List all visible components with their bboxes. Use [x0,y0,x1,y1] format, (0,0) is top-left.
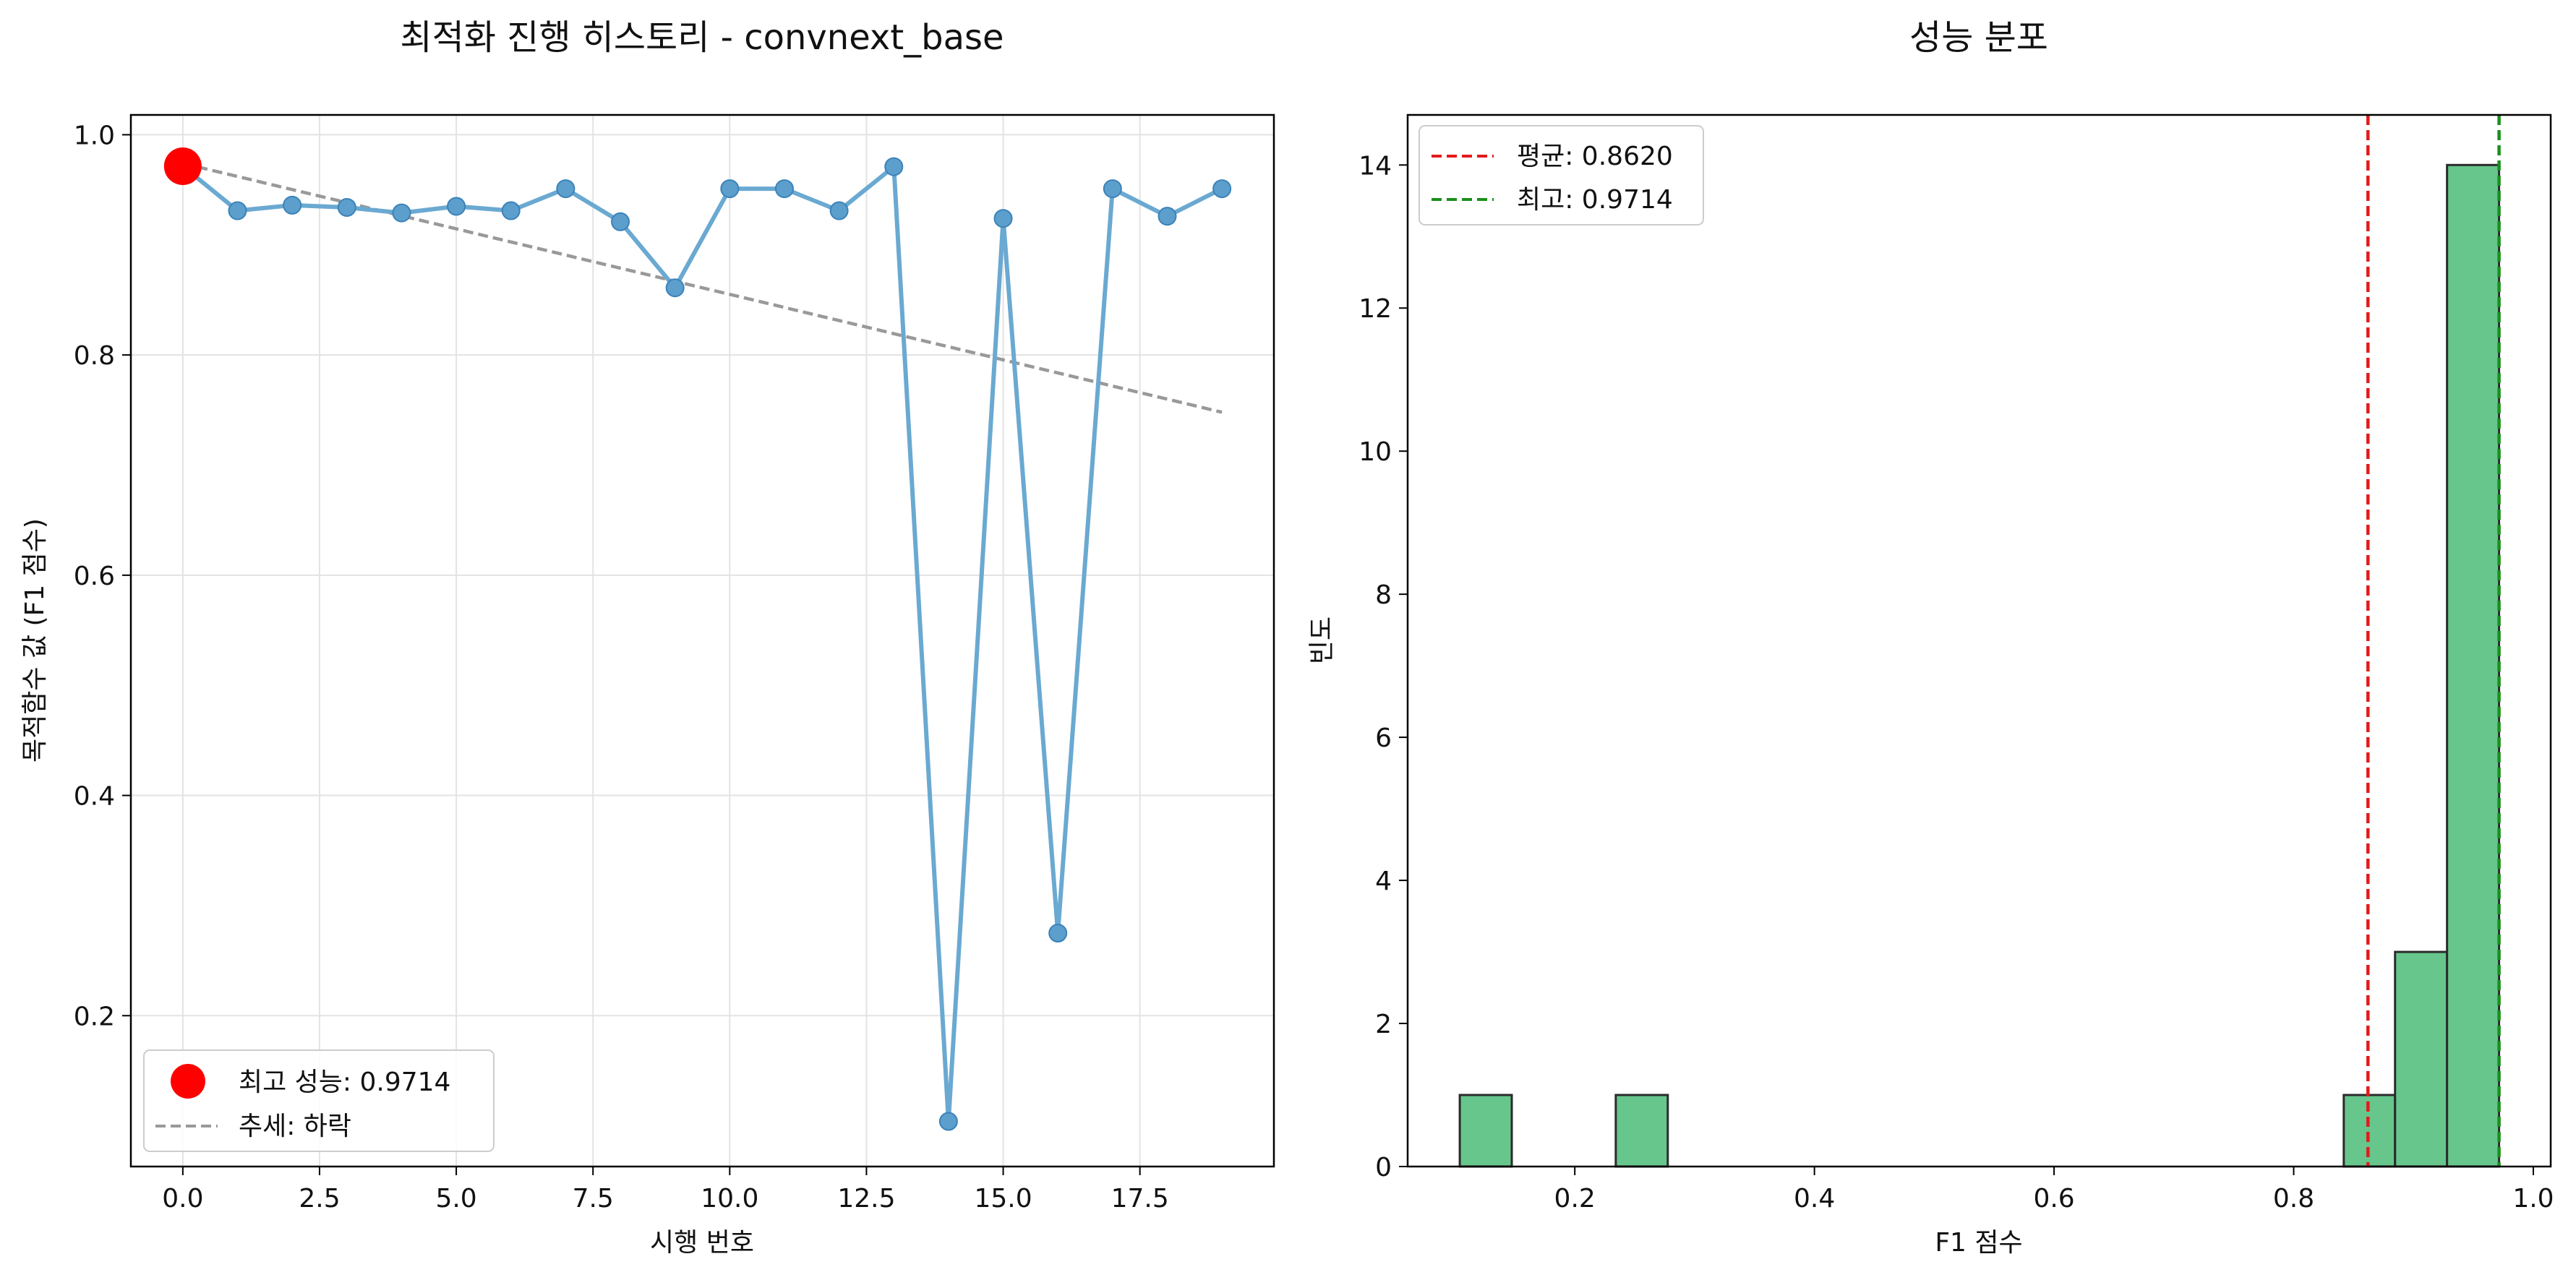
trial-point [447,197,466,216]
trial-point [665,278,685,298]
history-chart-marks [163,147,1232,1131]
history-chart-y-ticks: 0.2 0.4 0.6 0.8 1.0 [74,121,131,1031]
distribution-chart-x-label: F1 점수 [1935,1228,2022,1258]
trial-point [829,201,849,220]
x-tick-label: 5.0 [435,1184,476,1214]
trial-point [720,179,740,199]
trial-point [1212,179,1232,199]
x-tick-label: 15.0 [974,1184,1032,1214]
history-legend-box [143,1049,495,1152]
distribution-chart-title: 성능 분포 [1909,17,2048,58]
legend-trend-label: 추세: 하락 [239,1112,351,1141]
y-tick-label: 8 [1375,580,1392,610]
distribution-legend-box [1418,125,1704,225]
x-tick-label: 7.5 [573,1184,614,1214]
distribution-chart-frame [1406,113,2552,1168]
trial-point [1158,207,1177,226]
x-tick-label: 12.5 [837,1184,895,1214]
trend-line [182,161,1223,414]
history-chart-x-ticks: 0.0 2.5 5.0 7.5 10.0 12.5 15.0 17.5 [162,1167,1169,1214]
histogram-bar [1614,1094,1669,1168]
x-tick-label: 17.5 [1111,1184,1169,1214]
distribution-chart-marks [1458,115,2501,1168]
trial-point [392,203,411,223]
y-tick-label: 1.0 [74,121,115,150]
history-chart-grid [131,115,1274,1167]
trial-point [774,179,794,199]
histogram-bar [2394,950,2449,1168]
trial-point [938,1112,958,1131]
history-chart-x-label: 시행 번호 [650,1228,754,1258]
distribution-chart-y-ticks: 0 2 4 6 8 10 12 14 [1358,151,1408,1182]
trial-point [501,201,521,220]
legend-mean-label: 평균: 0.8620 [1517,142,1673,171]
legend-best-score-label: 최고: 0.9714 [1517,185,1673,215]
x-tick-label: 0.0 [162,1184,203,1214]
x-tick-label: 1.0 [2512,1184,2554,1214]
best-point [163,147,202,185]
y-tick-label: 0.8 [74,341,115,371]
trial-point [337,197,356,217]
x-tick-label: 0.6 [2033,1184,2074,1214]
x-tick-label: 0.2 [1554,1184,1596,1214]
histogram-bar [2446,163,2501,1168]
trial-point [884,157,904,176]
y-tick-label: 0.4 [74,782,115,812]
y-tick-label: 6 [1375,723,1392,753]
y-tick-label: 12 [1358,294,1392,324]
history-chart-legend: 최고 성능: 0.9714 추세: 하락 [143,1049,495,1152]
distribution-chart-legend: 평균: 0.8620 최고: 0.9714 [1418,125,1704,225]
y-tick-label: 14 [1358,151,1392,181]
y-tick-label: 0.2 [74,1002,115,1031]
trial-point [228,201,247,220]
y-tick-label: 0.6 [74,562,115,591]
trial-point [556,179,575,199]
trial-point [283,195,302,215]
y-tick-label: 0 [1375,1153,1392,1182]
x-tick-label: 0.8 [2273,1184,2314,1214]
trial-point [611,212,630,231]
trial-point [1048,924,1068,943]
y-tick-label: 2 [1375,1010,1392,1039]
trial-point [993,209,1013,228]
y-tick-label: 10 [1358,437,1392,467]
history-chart-title: 최적화 진행 히스토리 - convnext_base [400,17,1004,58]
history-chart-y-label: 목적함수 값 (F1 점수) [20,518,50,763]
y-tick-label: 4 [1375,867,1392,896]
x-tick-label: 10.0 [701,1184,758,1214]
trial-point [1103,179,1122,199]
history-chart-frame [129,113,1275,1168]
legend-best-marker [171,1064,205,1099]
legend-best-label: 최고 성능: 0.9714 [239,1068,450,1097]
distribution-chart-y-label: 빈도 [1307,617,1337,664]
x-tick-label: 2.5 [299,1184,340,1214]
history-chart: 최적화 진행 히스토리 - convnext_base 0.0 2.5 5.0 7.5… [20,17,1275,1258]
x-tick-label: 0.4 [1794,1184,1835,1214]
histogram-bar [1458,1094,1513,1168]
trial-series-line [181,164,1223,1124]
distribution-chart-x-ticks: 0.2 0.4 0.6 0.8 1.0 [1554,1167,2554,1214]
